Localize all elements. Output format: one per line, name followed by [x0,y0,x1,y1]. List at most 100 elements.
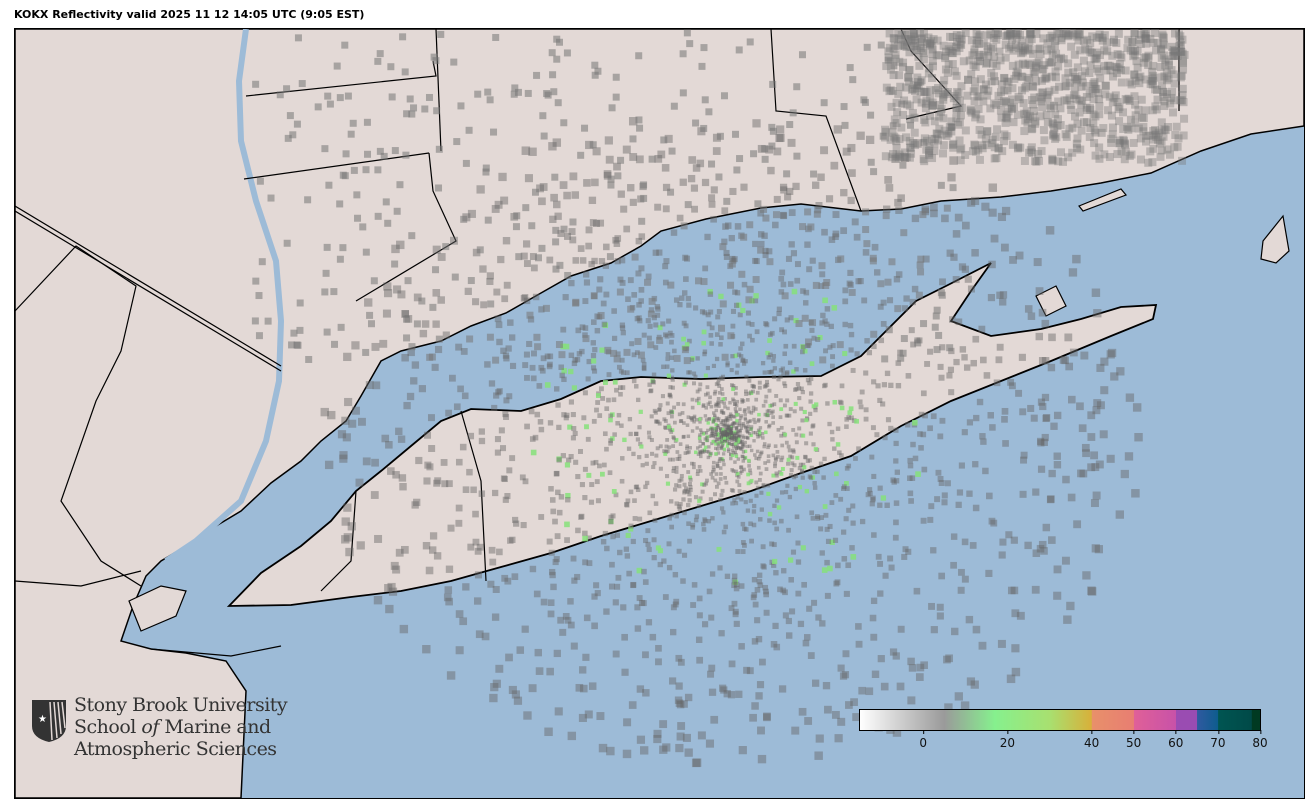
radar-echo [771,542,777,548]
radar-echo [918,411,925,418]
radar-echo [869,454,875,460]
radar-echo [757,380,762,385]
radar-echo [863,43,871,51]
radar-echo [812,485,818,490]
radar-echo [1057,34,1066,43]
radar-echo [825,401,830,406]
radar-echo [784,413,789,418]
radar-echo [669,414,674,419]
radar-echo [1120,155,1129,164]
radar-echo [641,366,647,372]
radar-echo [618,385,623,390]
radar-echo [755,390,760,395]
radar-echo [1007,378,1015,386]
radar-echo [797,466,802,471]
radar-echo [665,352,671,357]
radar-echo [718,426,723,430]
radar-echo [727,425,731,429]
radar-echo [769,369,775,374]
radar-echo [831,305,838,311]
radar-echo [1011,40,1020,49]
radar-echo [651,372,657,377]
radar-echo [711,417,715,421]
radar-echo [1043,93,1052,102]
radar-echo [1133,63,1142,72]
radar-echo [760,563,766,569]
radar-echo [851,218,859,226]
radar-echo [612,432,617,437]
radar-echo [612,379,618,385]
radar-echo [893,427,899,433]
radar-echo [746,285,754,293]
radar-echo [423,477,431,485]
radar-echo [697,387,702,392]
radar-echo [856,131,865,140]
radar-echo [752,240,759,248]
radar-echo [952,103,961,112]
radar-echo [1106,66,1115,75]
radar-echo [1158,30,1167,39]
radar-echo [786,121,794,129]
radar-echo [1086,39,1095,48]
radar-echo [893,519,899,526]
radar-echo [428,546,437,554]
radar-echo [648,297,656,305]
radar-echo [1050,422,1058,430]
radar-echo [588,682,597,690]
radar-echo [729,488,734,493]
radar-echo [738,746,747,755]
radar-echo [950,67,959,76]
radar-echo [971,249,979,257]
radar-echo [773,643,781,651]
radar-echo [993,379,1001,387]
radar-echo [1050,129,1059,138]
radar-echo [720,430,724,434]
radar-echo [553,471,560,477]
radar-echo [1061,556,1070,565]
radar-echo [846,280,853,287]
radar-echo [885,184,894,192]
radar-echo [556,261,564,269]
radar-echo [905,101,914,110]
radar-echo [987,412,995,419]
radar-echo [1011,29,1020,38]
radar-echo [626,570,633,577]
radar-echo [752,257,759,264]
radar-echo [772,211,780,219]
radar-echo [649,437,654,443]
radar-echo [767,338,772,343]
radar-echo [708,497,713,502]
radar-echo [1038,65,1047,74]
radar-echo [942,89,951,98]
radar-echo [664,426,668,430]
radar-echo [763,712,771,721]
radar-echo [502,236,511,245]
radar-echo [1005,29,1014,38]
radar-echo [1002,97,1011,106]
radar-echo [671,457,675,462]
radar-echo [700,482,705,487]
radar-echo [530,449,537,456]
radar-echo [937,181,945,189]
radar-echo [772,622,779,630]
radar-echo [1027,96,1036,105]
radar-echo [570,435,576,441]
radar-echo [695,356,700,361]
radar-echo [1085,132,1094,141]
radar-echo [540,598,548,606]
radar-echo [740,398,744,402]
radar-echo [252,80,260,88]
radar-echo [791,343,797,349]
radar-echo [870,330,878,338]
radar-echo [1024,541,1032,550]
radar-echo [733,432,737,436]
radar-echo [1109,35,1118,44]
radar-echo [690,525,695,530]
radar-echo [746,481,751,486]
radar-echo [654,453,659,458]
radar-echo [690,522,696,528]
radar-echo [1032,29,1041,38]
radar-echo [723,253,730,260]
radar-echo [891,54,900,63]
radar-echo [704,445,708,449]
